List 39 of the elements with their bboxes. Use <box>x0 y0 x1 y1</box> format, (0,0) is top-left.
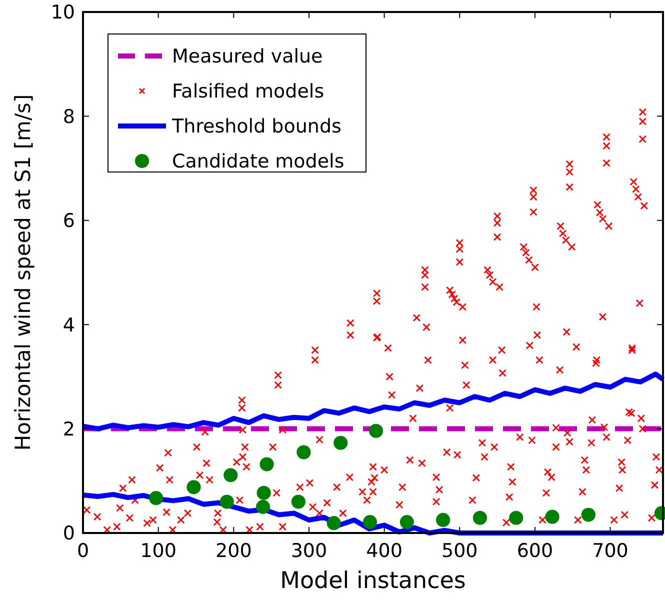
legend-label: Falsified models <box>172 80 324 103</box>
point <box>326 516 341 530</box>
point <box>224 468 238 482</box>
x-tick-label: 700 <box>592 540 628 562</box>
x-tick-label: 0 <box>76 540 90 562</box>
x-tick-label: 500 <box>441 540 478 562</box>
point <box>149 491 164 506</box>
point <box>400 515 414 530</box>
point <box>256 500 270 514</box>
x-tick-label: 100 <box>140 540 176 562</box>
point <box>334 436 348 450</box>
y-tick-label: 10 <box>50 2 75 24</box>
y-tick-label: 4 <box>62 314 75 336</box>
point <box>581 508 596 522</box>
point <box>186 480 201 494</box>
point <box>291 494 306 509</box>
x-tick-label: 300 <box>290 540 328 562</box>
point <box>260 457 274 472</box>
legend-label: Candidate models <box>172 150 344 173</box>
point <box>509 510 524 525</box>
legend-label: Measured value <box>172 46 323 68</box>
x-axis-title: Model instances <box>280 568 466 594</box>
x-tick-label: 400 <box>366 540 402 562</box>
point <box>545 510 560 524</box>
point <box>220 494 234 509</box>
point <box>296 445 311 460</box>
x-tick-label: 600 <box>516 540 554 562</box>
y-tick-label: 0 <box>62 522 75 545</box>
x-tick-label: 200 <box>216 540 252 562</box>
point <box>436 512 450 528</box>
y-tick-label: 2 <box>62 418 75 440</box>
point <box>362 515 378 530</box>
y-tick-label: 8 <box>62 106 75 128</box>
legend-label: Threshold bounds <box>171 116 342 138</box>
y-tick-label: 6 <box>62 210 75 232</box>
y-axis-title: Horizontal wind speed at S1 [m/s] <box>11 94 35 451</box>
point <box>368 424 384 438</box>
point <box>472 510 487 525</box>
point <box>256 486 271 500</box>
